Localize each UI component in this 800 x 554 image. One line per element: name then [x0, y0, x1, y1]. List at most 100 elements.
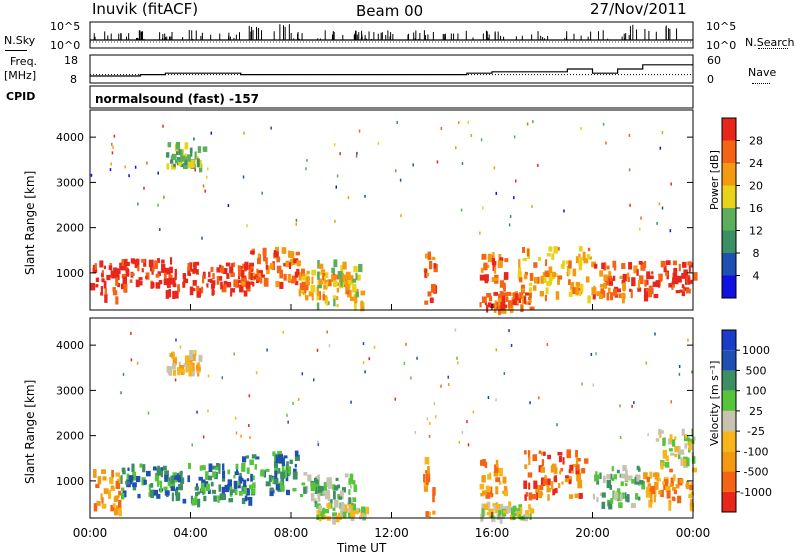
heatmap-cell: [498, 503, 504, 509]
noise-tick-left-bottom: 10^0: [50, 39, 80, 52]
heatmap-cell: [668, 448, 673, 452]
heatmap-cell: [200, 286, 204, 294]
heatmap-cell: [173, 477, 179, 483]
heatmap-cell: [103, 280, 107, 289]
heatmap-cell: [562, 260, 566, 266]
heatmap-cell: [591, 261, 596, 268]
heatmap-cell: [424, 269, 428, 278]
heatmap-cell: [226, 484, 232, 491]
heatmap-cell: [580, 283, 584, 293]
heatmap-cell: [556, 423, 558, 427]
heatmap-cell: [481, 508, 485, 518]
heatmap-cell: [328, 344, 331, 348]
heatmap-cell: [172, 290, 176, 299]
heatmap-cell: [348, 497, 351, 505]
noise-panel-frame: [89, 21, 694, 49]
heatmap-cell: [551, 481, 554, 490]
heatmap-cell: [316, 514, 320, 521]
heatmap-cell: [130, 358, 133, 362]
heatmap-cell: [263, 277, 269, 287]
heatmap-cell: [303, 471, 308, 476]
heatmap-cell: [548, 487, 551, 492]
heatmap-cell: [117, 478, 120, 482]
heatmap-cell: [250, 272, 255, 281]
heatmap-cell: [649, 275, 654, 279]
heatmap-cell: [542, 272, 547, 277]
heatmap-cell: [511, 292, 515, 296]
heatmap-cell: [191, 498, 196, 506]
heatmap-cell: [532, 454, 538, 462]
heatmap-cell: [157, 465, 160, 470]
heatmap-cell: [553, 246, 558, 254]
heatmap-cell: [621, 492, 625, 499]
heatmap-cell: [645, 490, 651, 498]
heatmap-cell: [222, 268, 228, 275]
heatmap-cell: [164, 267, 170, 275]
heatmap-cell: [285, 260, 290, 268]
heatmap-cell: [552, 488, 556, 496]
heatmap-cell: [225, 262, 231, 267]
heatmap-cell: [543, 451, 546, 456]
heatmap-cell: [584, 458, 589, 464]
heatmap-cell: [178, 162, 182, 166]
freq-tick-right-bottom: 0: [707, 73, 714, 86]
heatmap-cell: [427, 251, 432, 261]
heatmap-cell: [157, 203, 159, 207]
heatmap-cell: [233, 480, 238, 489]
heatmap-cell: [512, 512, 516, 521]
heatmap-cell: [265, 481, 271, 487]
heatmap-cell: [629, 288, 632, 292]
heatmap-cell: [480, 138, 483, 142]
heatmap-cell: [467, 120, 470, 124]
heatmap-cell: [600, 492, 603, 497]
heatmap-cell: [619, 404, 621, 408]
heatmap-cell: [546, 484, 550, 493]
heatmap-cell: [485, 485, 490, 494]
heatmap-cell: [682, 458, 687, 466]
heatmap-cell: [306, 158, 308, 162]
heatmap-cell: [103, 488, 109, 495]
heatmap-cell: [692, 272, 698, 281]
noise-panel: 10^5 10^0 10^5 10^0: [50, 20, 736, 52]
heatmap-cell: [690, 499, 693, 508]
heatmap-cell: [654, 332, 656, 336]
heatmap-cell: [342, 261, 347, 270]
heatmap-cell: [137, 280, 143, 286]
heatmap-cell: [665, 272, 669, 276]
heatmap-cell: [349, 473, 354, 482]
heatmap-cell: [481, 475, 486, 481]
heatmap-cell: [311, 276, 314, 285]
power-yticks-group: 1000 2000 3000 4000: [56, 131, 693, 280]
heatmap-cell: [354, 507, 360, 512]
heatmap-cell: [222, 470, 226, 479]
heatmap-cell: [335, 477, 339, 481]
heatmap-cell: [508, 501, 512, 509]
heatmap-cell: [643, 472, 648, 480]
heatmap-cell: [182, 162, 188, 170]
heatmap-cell: [180, 164, 184, 168]
heatmap-cell: [352, 278, 357, 283]
velocity-blobs-group: [93, 328, 698, 525]
heatmap-cell: [557, 275, 563, 280]
heatmap-cell: [641, 480, 646, 490]
heatmap-cell: [568, 291, 573, 297]
heatmap-cell: [171, 153, 177, 159]
heatmap-cell: [546, 253, 551, 257]
heatmap-cell: [507, 300, 513, 308]
heatmap-cell: [638, 260, 643, 265]
heatmap-cell: [554, 475, 558, 483]
heatmap-cell: [558, 483, 561, 489]
heatmap-cell: [333, 143, 336, 147]
heatmap-cell: [625, 496, 628, 502]
heatmap-cell: [150, 490, 155, 499]
heatmap-cell: [279, 281, 284, 289]
heatmap-cell: [493, 292, 499, 296]
heatmap-cell: [575, 456, 579, 465]
heatmap-cell: [167, 142, 172, 148]
heatmap-cell: [241, 497, 246, 505]
heatmap-cell: [516, 296, 519, 305]
heatmap-cell: [616, 488, 621, 494]
heatmap-cell: [479, 483, 485, 490]
heatmap-cell: [340, 265, 343, 271]
heatmap-cell: [531, 205, 533, 209]
